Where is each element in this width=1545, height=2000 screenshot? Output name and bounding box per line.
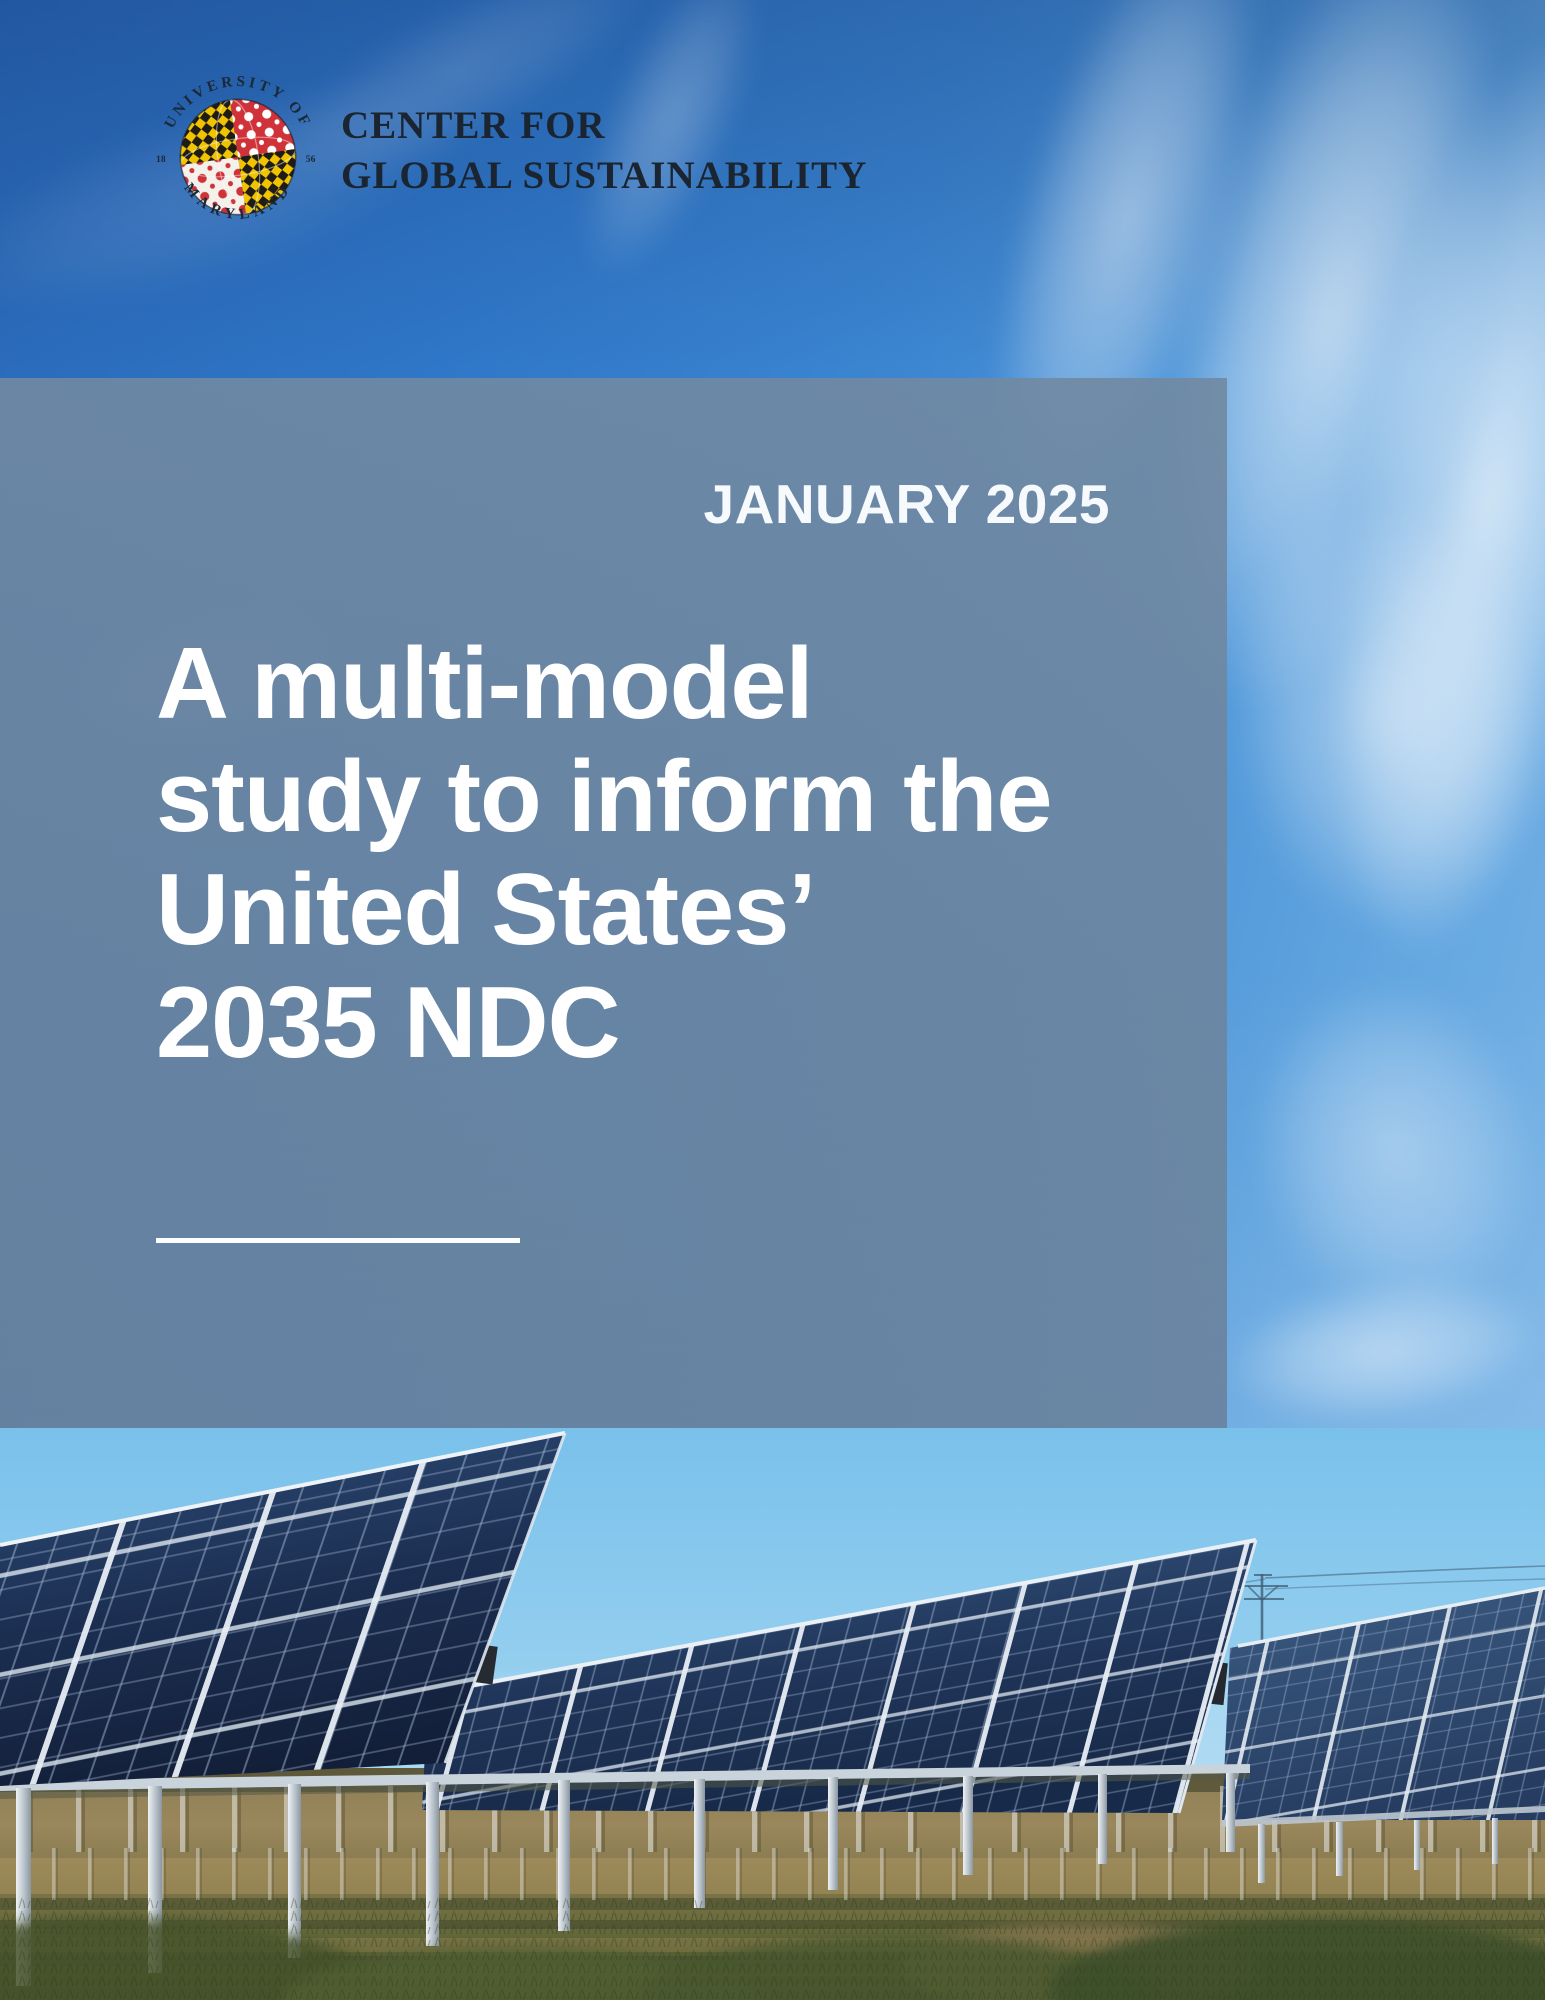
- distant-posts: [0, 1848, 1545, 1900]
- org-name-line2: GLOBAL SUSTAINABILITY: [341, 154, 868, 197]
- title-underline: [156, 1238, 520, 1243]
- seal-year-right: 56: [306, 154, 316, 165]
- org-name: CENTER FOR GLOBAL SUSTAINABILITY: [341, 101, 867, 201]
- cloud-wisp: [1218, 951, 1545, 1349]
- title-line: study to inform the: [156, 741, 1053, 853]
- title-line: 2035 NDC: [156, 967, 621, 1079]
- seal-year-left: 18: [156, 154, 166, 165]
- solar-farm-photo: [0, 1428, 1545, 2000]
- umd-seal-icon: UNIVERSITY OF MARYLAND 18 56: [154, 73, 322, 241]
- title-overlay-panel: JANUARY 2025 A multi-model study to info…: [0, 378, 1227, 1428]
- date-label: JANUARY 2025: [703, 473, 1110, 535]
- title-line: United States’: [156, 854, 816, 966]
- power-lines: [1151, 1565, 1545, 1648]
- cover-title: A multi-model study to inform the United…: [156, 628, 1053, 1080]
- org-name-line1: CENTER FOR: [341, 104, 606, 147]
- mounting-rail: [0, 1764, 1250, 1799]
- globe-icon: [179, 98, 297, 216]
- title-line: A multi-model: [156, 628, 814, 740]
- foreground-grass: [0, 1896, 1545, 2000]
- cloud-wisp: [1216, 1258, 1545, 1428]
- cloud-wisp: [1208, 484, 1545, 946]
- brand-header: UNIVERSITY OF MARYLAND 18 56 CENTER FOR …: [0, 0, 1545, 270]
